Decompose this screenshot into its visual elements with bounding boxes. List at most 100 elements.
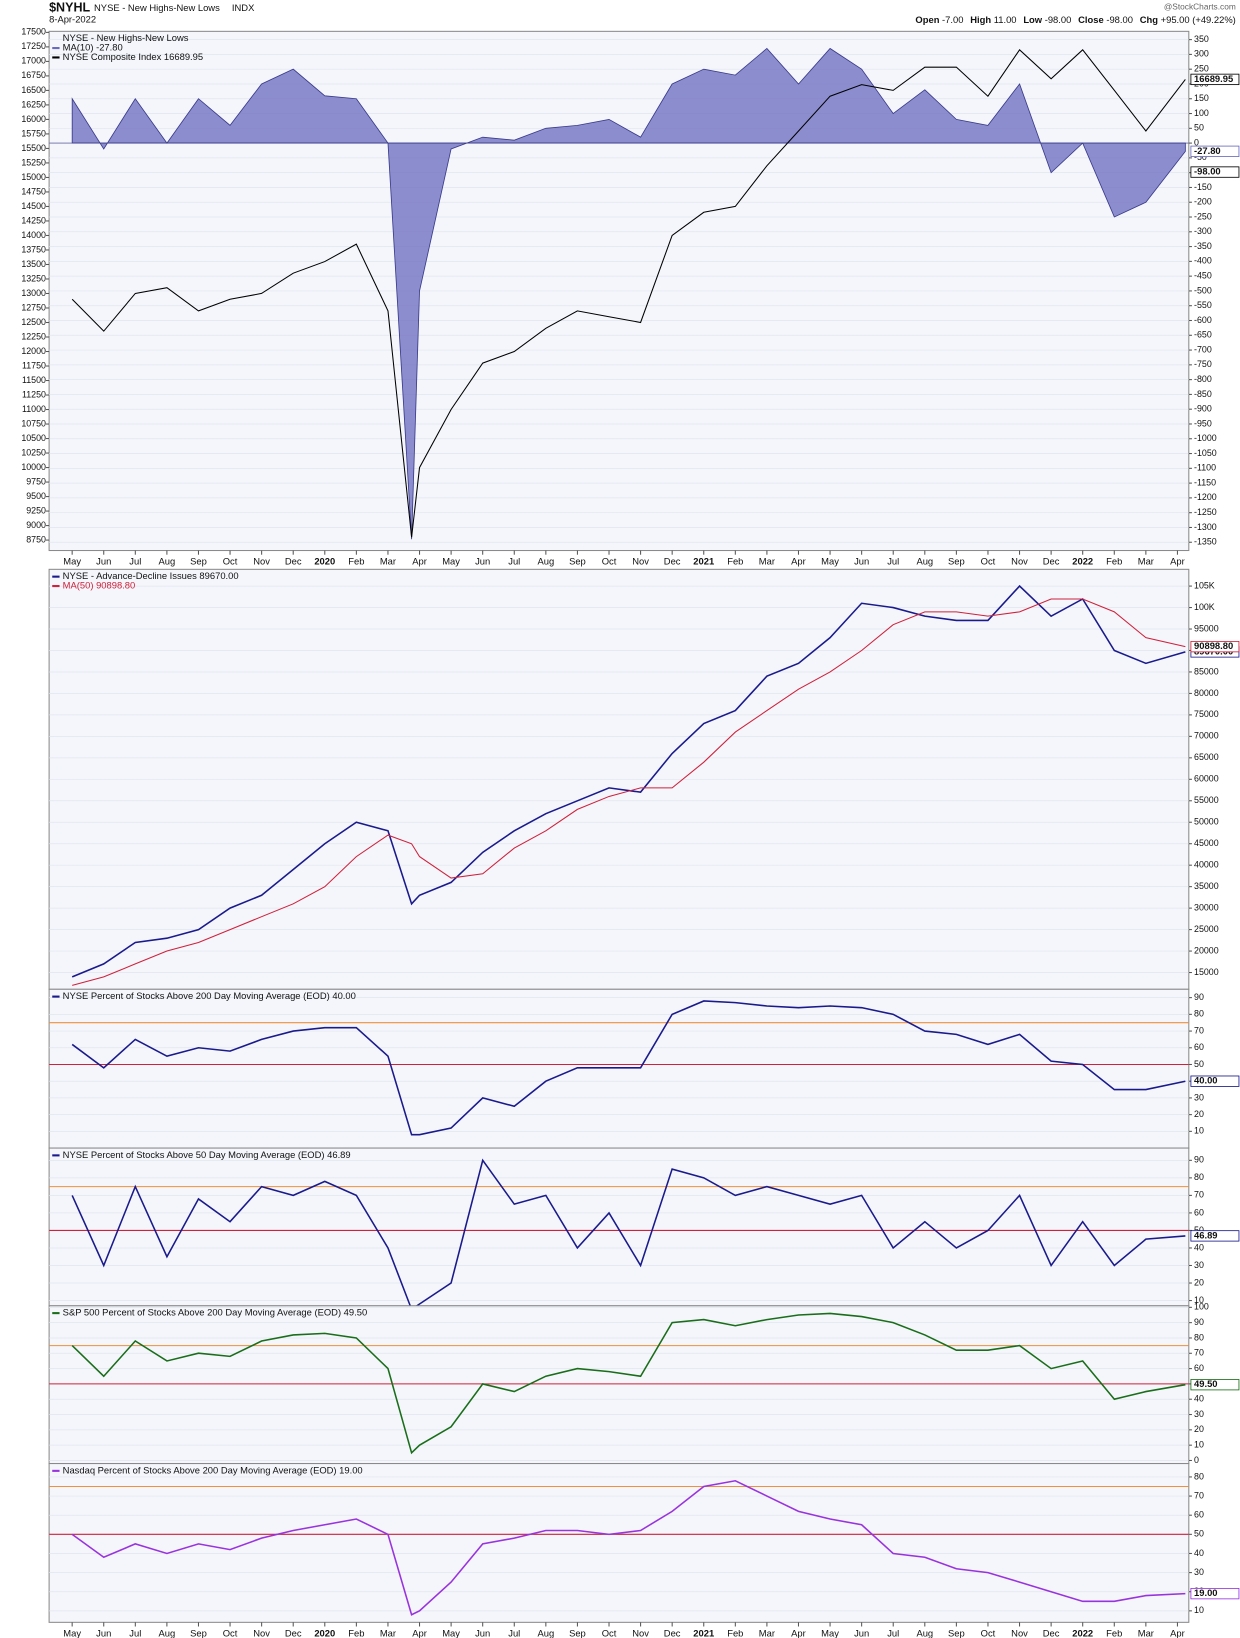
y2-tick-label: 8750 [26, 534, 46, 544]
x-tick-label: 2020 [314, 556, 335, 567]
y-tick-label: 80 [1194, 1471, 1204, 1481]
y2-tick-label: 13500 [21, 259, 46, 269]
y-tick-label: 25000 [1194, 924, 1219, 934]
y2-tick-label: 10500 [21, 433, 46, 443]
x-tick-label: Mar [759, 556, 775, 567]
y2-tick-label: 12250 [21, 331, 46, 341]
legend-label: NYSE Composite Index 16689.95 [63, 51, 203, 62]
y-tick-label: 30000 [1194, 902, 1219, 912]
x-tick-label: Nov [1011, 1627, 1028, 1638]
x-tick-label: Sep [948, 556, 965, 567]
value-tag-label: 49.50 [1194, 1378, 1218, 1389]
value-tag-label: -98.00 [1194, 166, 1221, 177]
x-tick-label: 2022 [1072, 556, 1093, 567]
x-tick-label: Apr [1170, 556, 1185, 567]
quote-value: 11.00 [994, 14, 1017, 25]
y-tick-label: 80000 [1194, 688, 1219, 698]
y2-tick-label: 14750 [21, 186, 46, 196]
y2-tick-label: 9000 [26, 520, 46, 530]
y-tick-label: -700 [1194, 344, 1212, 354]
x-tick-label: Dec [1043, 1627, 1060, 1638]
quote-name: Chg [1140, 14, 1159, 25]
y-tick-label: 35000 [1194, 881, 1219, 891]
y2-tick-label: 16500 [21, 85, 46, 95]
x-tick-label: Sep [569, 556, 586, 567]
y-tick-label: 350 [1194, 34, 1209, 44]
y-tick-label: 30 [1194, 1092, 1204, 1102]
x-tick-label: Jul [508, 1627, 520, 1638]
legend-label: MA(10) -27.80 [63, 42, 123, 53]
x-tick-label: Jul [887, 556, 899, 567]
y2-tick-label: 17000 [21, 56, 46, 66]
y-tick-label: 55000 [1194, 795, 1219, 805]
y-tick-label: 15000 [1194, 967, 1219, 977]
legend-label: NYSE Percent of Stocks Above 200 Day Mov… [63, 990, 356, 1001]
y2-tick-label: 16000 [21, 114, 46, 124]
y-tick-label: 60 [1194, 1207, 1204, 1217]
x-tick-label: Jun [854, 1627, 869, 1638]
y-tick-label: 90 [1194, 992, 1204, 1002]
x-tick-label: Oct [981, 1627, 996, 1638]
y-tick-label: 300 [1194, 49, 1209, 59]
y2-tick-label: 17500 [21, 27, 46, 37]
panel-frame [48, 1305, 1190, 1465]
legend-title: NYSE - New Highs-New Lows [63, 32, 189, 43]
y-tick-label: 50000 [1194, 817, 1219, 827]
y2-tick-label: 10250 [21, 447, 46, 457]
x-tick-label: Dec [285, 1627, 302, 1638]
y-tick-label: 30 [1194, 1409, 1204, 1419]
line [71, 49, 1186, 538]
quote-value: -98.00 [1045, 14, 1072, 25]
y2-tick-label: 14250 [21, 215, 46, 225]
quote: Open -7.00 High 11.00 Low -98.00 Close -… [915, 14, 1235, 25]
source: @StockCharts.com [1164, 2, 1236, 12]
legend-label: NYSE Percent of Stocks Above 50 Day Movi… [63, 1149, 351, 1160]
value-tag [1190, 73, 1240, 86]
value-tag-label: 90898.80 [1194, 640, 1233, 651]
x-tick-label: Feb [727, 1627, 743, 1638]
value-tag [1190, 640, 1240, 653]
x-tick-label: May [821, 1627, 839, 1638]
x-tick-label: Feb [348, 556, 364, 567]
quote-name: Open [915, 14, 939, 25]
y-tick-label: -750 [1194, 359, 1212, 369]
y-tick-label: 70 [1194, 1190, 1204, 1200]
y-tick-label: 85000 [1194, 666, 1219, 676]
x-tick-label: Dec [664, 1627, 681, 1638]
y2-tick-label: 13000 [21, 288, 46, 298]
y2-tick-label: 13250 [21, 273, 46, 283]
x-tick-label: Nov [1011, 556, 1028, 567]
y-tick-label: 65000 [1194, 752, 1219, 762]
y-tick-label: -1250 [1194, 507, 1217, 517]
chart-subtitle: INDX [232, 2, 255, 13]
line [71, 1158, 1186, 1311]
x-tick-label: Sep [948, 1627, 965, 1638]
line [71, 1000, 1186, 1136]
y-tick-label: 60 [1194, 1510, 1204, 1520]
y-tick-label: -1350 [1194, 537, 1217, 547]
y2-tick-label: 9500 [26, 491, 46, 501]
legend-label: S&P 500 Percent of Stocks Above 200 Day … [63, 1307, 368, 1318]
y-tick-label: -250 [1194, 211, 1212, 221]
x-tick-label: Jun [475, 556, 490, 567]
y-tick-label: -50 [1194, 152, 1207, 162]
y-tick-label: -1300 [1194, 522, 1217, 532]
y-tick-label: -450 [1194, 270, 1212, 280]
y-tick-label: 50 [1194, 1225, 1204, 1235]
x-tick-label: Oct [981, 556, 996, 567]
x-tick-label: Apr [791, 1627, 806, 1638]
y-tick-label: 90 [1194, 1317, 1204, 1327]
y-tick-label: 70 [1194, 1490, 1204, 1500]
y-tick-label: -800 [1194, 374, 1212, 384]
y2-tick-label: 9750 [26, 476, 46, 486]
y-tick-label: 30 [1194, 1260, 1204, 1270]
x-tick-label: Nov [632, 1627, 649, 1638]
x-tick-label: May [821, 556, 839, 567]
y-tick-label: 70 [1194, 1348, 1204, 1358]
y-tick-label: 60000 [1194, 774, 1219, 784]
panel-frame [48, 988, 1190, 1149]
y-tick-label: -850 [1194, 389, 1212, 399]
y2-tick-label: 12750 [21, 302, 46, 312]
